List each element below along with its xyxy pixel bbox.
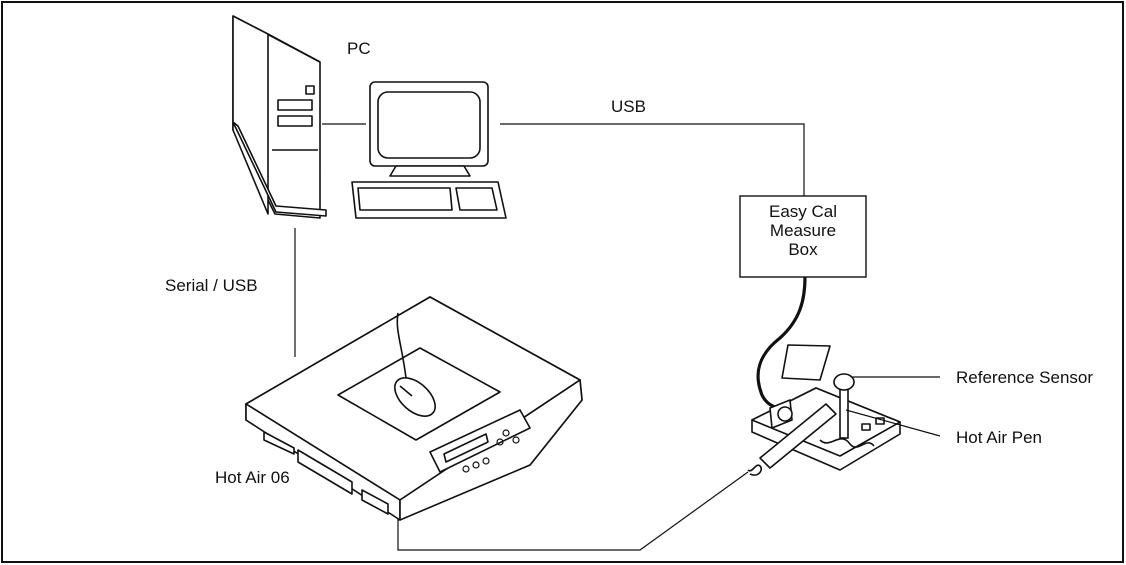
- mouse-icon: [394, 312, 436, 417]
- station-controls: [462, 429, 520, 473]
- usb-label: USB: [611, 97, 646, 116]
- serial-usb-label: Serial / USB: [165, 276, 258, 295]
- station-to-pen-line: [397, 471, 749, 551]
- hot-air-pen-label: Hot Air Pen: [956, 428, 1042, 447]
- hot-air-pen-icon: [747, 403, 837, 476]
- reference-sensor-label: Reference Sensor: [956, 368, 1094, 387]
- pc-label: PC: [347, 39, 371, 58]
- usb-line: [500, 123, 805, 196]
- label-leaders: [845, 376, 941, 437]
- measure-box-label: Easy Cal Measure Box: [740, 202, 866, 259]
- sensor-cable: [756, 276, 814, 411]
- pc-tower-icon: [232, 15, 327, 219]
- measure-box: [739, 195, 867, 278]
- hot-air-06-label: Hot Air 06: [215, 468, 290, 487]
- reference-sensor-icon: [833, 373, 855, 439]
- keyboard-icon: [351, 181, 507, 219]
- pc-monitor-icon: [369, 81, 489, 177]
- measure-box-line3: Box: [788, 240, 818, 259]
- measure-box-line2: Measure: [769, 221, 837, 240]
- connection-lines: [294, 123, 805, 551]
- hot-air-pen-leader: [845, 409, 941, 437]
- measure-box-line1: Easy Cal: [768, 202, 838, 221]
